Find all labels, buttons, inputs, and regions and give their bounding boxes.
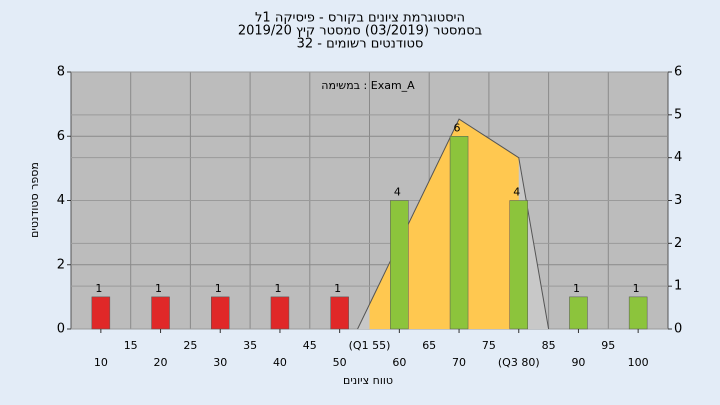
bar bbox=[628, 296, 648, 330]
x-tick-label: 100 bbox=[628, 356, 649, 369]
data-label: 1 bbox=[274, 282, 281, 295]
x-tick-label: (Q1 55) bbox=[349, 339, 391, 352]
x-tick-label: 60 bbox=[392, 356, 406, 369]
data-label: 4 bbox=[513, 186, 520, 199]
x-tick-label: 25 bbox=[183, 339, 197, 352]
y2-tick-label: 6 bbox=[674, 65, 682, 80]
y-tick-label: 4 bbox=[57, 193, 65, 208]
bar bbox=[569, 296, 588, 330]
y-axis-label: מספר סטודנטים bbox=[28, 162, 41, 238]
data-label: 1 bbox=[95, 282, 102, 295]
y-tick-label: 0 bbox=[57, 322, 65, 337]
x-tick-label: 10 bbox=[94, 356, 108, 369]
data-label: 1 bbox=[215, 282, 222, 295]
x-tick-label: 75 bbox=[482, 339, 496, 352]
x-tick-label: 85 bbox=[542, 339, 556, 352]
bar bbox=[151, 296, 170, 330]
x-tick-label: 95 bbox=[601, 339, 615, 352]
bar bbox=[330, 296, 349, 330]
bar bbox=[509, 200, 528, 330]
x-tick-label: 90 bbox=[571, 356, 585, 369]
data-label: 6 bbox=[454, 121, 461, 134]
x-tick-label: 20 bbox=[154, 356, 168, 369]
y-tick-label: 6 bbox=[57, 129, 65, 144]
bar bbox=[91, 296, 111, 330]
annotation: במשימה : Exam_A bbox=[321, 79, 415, 92]
y2-tick-label: 0 bbox=[674, 322, 682, 337]
bar bbox=[390, 200, 409, 330]
x-tick-label: 30 bbox=[213, 356, 227, 369]
x-tick-label: 15 bbox=[124, 339, 138, 352]
data-label: 4 bbox=[394, 186, 401, 199]
x-tick-label: 65 bbox=[422, 339, 436, 352]
y2-tick-label: 3 bbox=[674, 193, 682, 208]
data-label: 1 bbox=[334, 282, 341, 295]
y-tick-label: 2 bbox=[57, 257, 65, 272]
chart-subtitle: סטודנטים רשומים - 32 bbox=[297, 37, 424, 52]
bar bbox=[449, 136, 469, 330]
chart-subtitle: בסמסטר (03/2019) סמסטר קיץ 2019/20 bbox=[238, 24, 482, 39]
y2-tick-label: 4 bbox=[674, 150, 682, 165]
x-axis-label: טווח ציונים bbox=[343, 374, 393, 387]
x-tick-label: 40 bbox=[273, 356, 287, 369]
x-tick-label: 45 bbox=[303, 339, 317, 352]
chart-title: היסטוגרמת ציונים בקורס - פיסיקה 1ל bbox=[255, 11, 465, 26]
x-tick-label: 70 bbox=[452, 356, 466, 369]
bar bbox=[211, 296, 230, 330]
x-tick-label: 50 bbox=[333, 356, 347, 369]
y2-tick-label: 1 bbox=[674, 279, 682, 294]
x-tick-label: (Q3 80) bbox=[498, 356, 540, 369]
bar bbox=[270, 296, 290, 330]
x-tick-label: 35 bbox=[243, 339, 257, 352]
data-label: 1 bbox=[633, 282, 640, 295]
y-tick-label: 8 bbox=[57, 65, 65, 80]
y2-tick-label: 5 bbox=[674, 107, 682, 122]
data-label: 1 bbox=[155, 282, 162, 295]
y2-tick-label: 2 bbox=[674, 236, 682, 251]
data-label: 1 bbox=[573, 282, 580, 295]
